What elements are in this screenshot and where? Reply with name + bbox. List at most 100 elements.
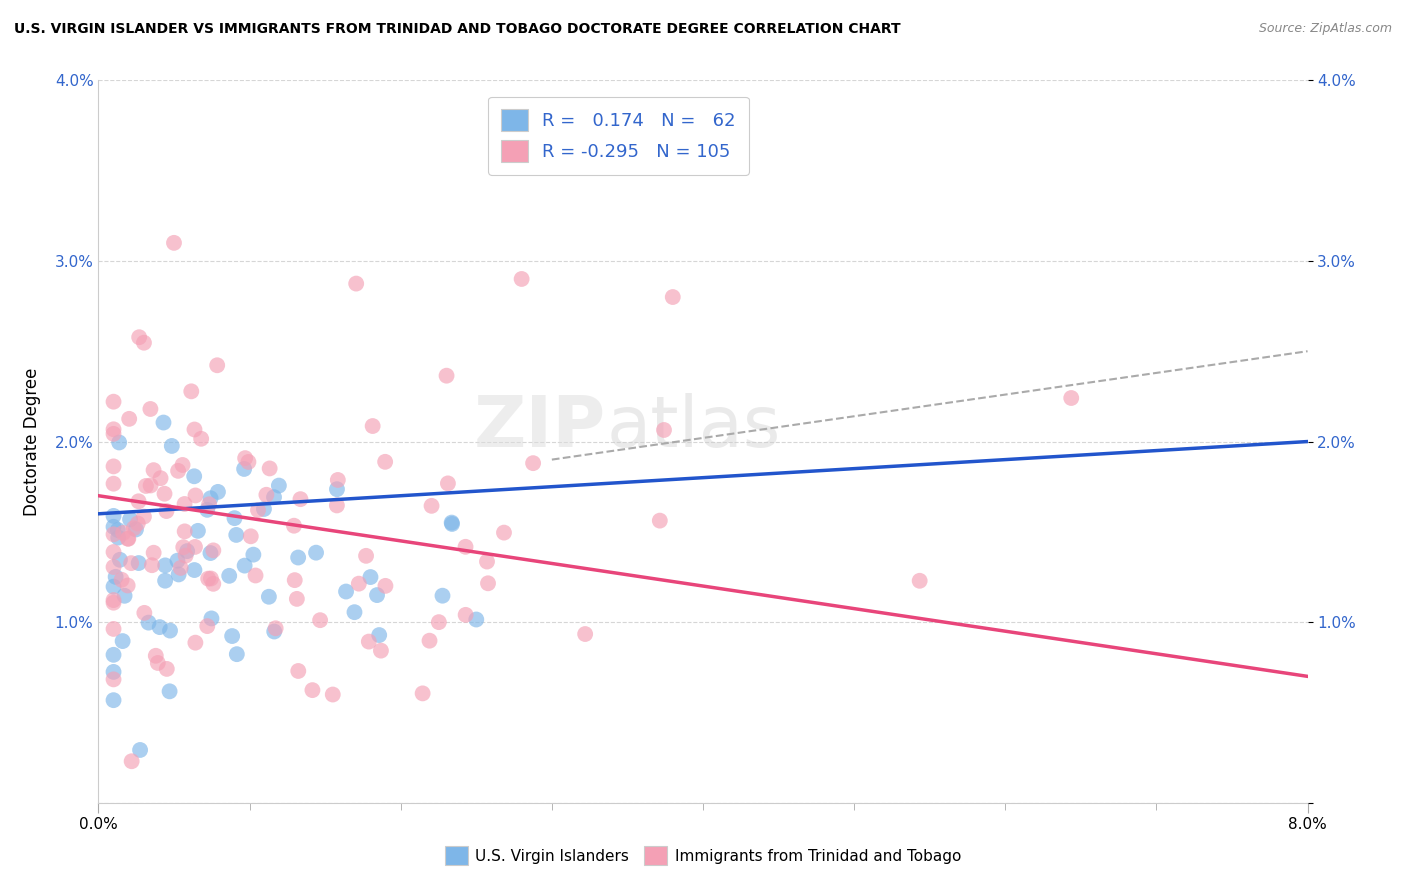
Point <box>264 621 287 635</box>
Point <box>160 439 183 453</box>
Point <box>908 574 931 588</box>
Point <box>173 524 195 539</box>
Point <box>343 605 366 619</box>
Point <box>366 588 388 602</box>
Point <box>138 615 160 630</box>
Point <box>107 523 129 537</box>
Point <box>432 589 454 603</box>
Point <box>200 491 222 506</box>
Point <box>159 684 181 698</box>
Point <box>326 473 349 487</box>
Point <box>200 611 222 625</box>
Point <box>190 432 212 446</box>
Point <box>454 607 477 622</box>
Point <box>370 643 392 657</box>
Point <box>149 471 172 485</box>
Point <box>602 109 624 123</box>
Point <box>224 511 246 525</box>
Point <box>263 624 285 639</box>
Point <box>412 686 434 700</box>
Point <box>155 558 177 573</box>
Text: Source: ZipAtlas.com: Source: ZipAtlas.com <box>1258 22 1392 36</box>
Legend: R =   0.174   N =   62, R = -0.295   N = 105: R = 0.174 N = 62, R = -0.295 N = 105 <box>488 96 748 175</box>
Point <box>108 435 131 450</box>
Point <box>103 593 125 607</box>
Point <box>253 502 276 516</box>
Point <box>233 558 256 573</box>
Point <box>287 550 309 565</box>
Point <box>153 574 176 588</box>
Point <box>107 531 129 545</box>
Point <box>167 464 190 478</box>
Point <box>153 487 176 501</box>
Point <box>267 478 290 492</box>
Point <box>242 548 264 562</box>
Point <box>112 525 135 540</box>
Point <box>239 529 262 543</box>
Point <box>360 570 382 584</box>
Point <box>436 368 458 383</box>
Point <box>103 545 125 559</box>
Text: atlas: atlas <box>606 392 780 461</box>
Point <box>184 635 207 649</box>
Point <box>322 688 344 702</box>
Point <box>142 463 165 477</box>
Point <box>574 627 596 641</box>
Point <box>167 567 190 582</box>
Point <box>200 546 222 560</box>
Point <box>127 516 149 531</box>
Point <box>195 503 218 517</box>
Point <box>197 572 219 586</box>
Text: ZIP: ZIP <box>474 392 606 461</box>
Point <box>103 520 125 534</box>
Point <box>202 543 225 558</box>
Point <box>163 235 186 250</box>
Point <box>437 476 460 491</box>
Point <box>225 528 247 542</box>
Point <box>368 628 391 642</box>
Point <box>145 648 167 663</box>
Point <box>427 615 450 629</box>
Point <box>347 576 370 591</box>
Point <box>344 277 367 291</box>
Point <box>176 544 198 558</box>
Point <box>180 384 202 399</box>
Point <box>103 527 125 541</box>
Point <box>174 549 197 563</box>
Point <box>183 469 205 483</box>
Point <box>103 665 125 679</box>
Y-axis label: Doctorate Degree: Doctorate Degree <box>22 368 41 516</box>
Point <box>374 455 396 469</box>
Point <box>218 569 240 583</box>
Point <box>103 580 125 594</box>
Point <box>245 568 267 582</box>
Point <box>354 549 377 563</box>
Point <box>335 584 357 599</box>
Point <box>420 499 443 513</box>
Point <box>287 664 309 678</box>
Point <box>114 589 136 603</box>
Point <box>454 540 477 554</box>
Point <box>103 622 125 636</box>
Point <box>120 512 142 526</box>
Point <box>259 461 281 475</box>
Point <box>152 416 174 430</box>
Point <box>108 553 131 567</box>
Point <box>418 633 440 648</box>
Point <box>254 488 277 502</box>
Point <box>132 335 155 350</box>
Point <box>305 546 328 560</box>
Point <box>128 494 150 508</box>
Point <box>103 508 125 523</box>
Point <box>118 412 141 426</box>
Point <box>238 455 260 469</box>
Point <box>440 516 463 530</box>
Point <box>374 579 396 593</box>
Point <box>125 523 148 537</box>
Point <box>207 484 229 499</box>
Point <box>156 662 179 676</box>
Point <box>198 497 221 511</box>
Point <box>221 629 243 643</box>
Legend: U.S. Virgin Islanders, Immigrants from Trinidad and Tobago: U.S. Virgin Islanders, Immigrants from T… <box>439 840 967 871</box>
Point <box>465 613 488 627</box>
